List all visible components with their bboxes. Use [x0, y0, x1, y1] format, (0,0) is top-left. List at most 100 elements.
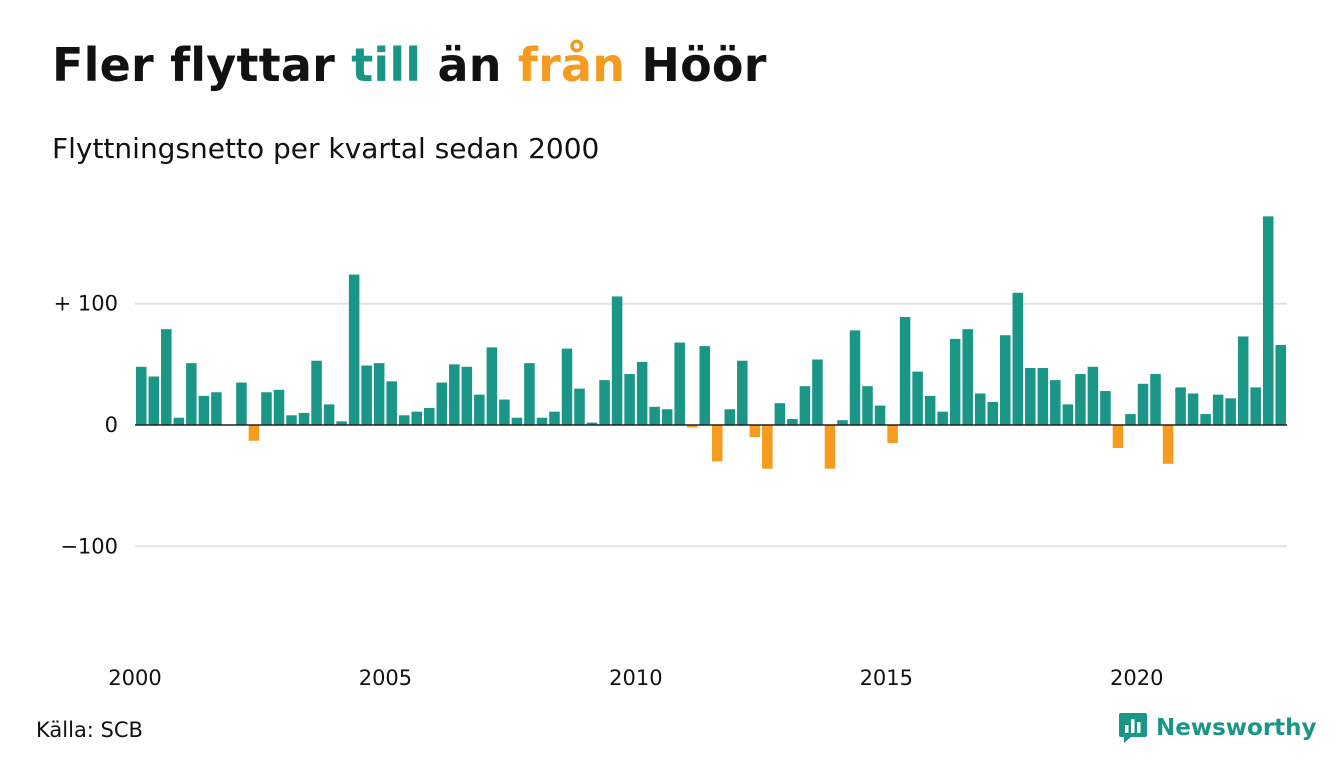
- bar: [161, 329, 172, 425]
- bar: [311, 360, 322, 425]
- bar: [699, 346, 710, 425]
- title-part-3: Höör: [625, 38, 767, 92]
- bar: [949, 338, 961, 425]
- bar: [261, 392, 272, 425]
- bar: [449, 364, 460, 425]
- x-axis-labels: 2000 2005 2010 2015 2020: [108, 666, 1163, 690]
- bar: [424, 408, 435, 425]
- bar: [273, 389, 285, 425]
- bar: [912, 371, 923, 425]
- bar: [1037, 367, 1049, 425]
- bar: [474, 394, 485, 426]
- y-tick-label: 0: [105, 413, 118, 437]
- bar: [624, 374, 635, 425]
- bar: [749, 425, 761, 438]
- y-tick-label: + 100: [54, 292, 118, 316]
- bar: [486, 347, 498, 425]
- title-part-2: än: [421, 38, 518, 92]
- bar: [762, 425, 773, 469]
- bar: [336, 421, 347, 425]
- bar: [511, 417, 523, 425]
- bar: [611, 296, 623, 425]
- bar: [348, 274, 360, 425]
- chart-title: Fler flyttar till än från Höör: [52, 38, 767, 92]
- bar: [561, 348, 573, 425]
- bar: [1075, 374, 1086, 425]
- bar: [1187, 393, 1199, 425]
- bar: [1000, 335, 1011, 425]
- bar: [1262, 216, 1274, 425]
- bar: [1212, 394, 1224, 426]
- bar: [323, 404, 335, 425]
- bar: [1250, 387, 1261, 425]
- bar: [549, 411, 560, 425]
- y-tick-label: −100: [60, 534, 118, 558]
- bar: [974, 393, 986, 425]
- bar: [499, 399, 510, 425]
- bar: [787, 418, 798, 426]
- bar: [849, 330, 861, 425]
- source-note: Källa: SCB: [36, 718, 143, 742]
- bar: [924, 395, 936, 425]
- bar: [599, 380, 610, 425]
- x-tick-label: 2005: [359, 666, 412, 690]
- bar: [1112, 425, 1124, 449]
- bar: [574, 388, 585, 425]
- bar: [411, 411, 422, 425]
- bar: [1225, 398, 1236, 425]
- bar: [298, 412, 310, 425]
- bar: [1175, 387, 1186, 425]
- title-highlight-fran: från: [517, 38, 626, 92]
- bar: [899, 317, 911, 425]
- bar: [649, 406, 660, 426]
- bar: [799, 386, 811, 425]
- bar: [1125, 414, 1136, 425]
- bars-layer: [136, 216, 1286, 469]
- bar: [1100, 391, 1111, 425]
- bar: [887, 425, 898, 444]
- bar: [636, 361, 648, 425]
- bar: [1050, 380, 1061, 425]
- y-axis-labels: + 100 0 −100: [54, 292, 118, 559]
- bar: [1012, 292, 1024, 425]
- bar: [1062, 404, 1074, 425]
- x-tick-label: 2010: [609, 666, 662, 690]
- bar: [373, 363, 385, 425]
- bar: [1275, 344, 1286, 425]
- bar: [461, 366, 473, 425]
- bar: [1137, 383, 1149, 425]
- title-highlight-till: till: [351, 38, 422, 92]
- brand-name: Newsworthy: [1156, 715, 1317, 741]
- bar: [987, 401, 998, 425]
- newsworthy-logo[interactable]: Newsworthy: [1118, 712, 1317, 744]
- bar: [1150, 374, 1161, 425]
- bar: [524, 363, 535, 425]
- bar: [962, 329, 973, 425]
- bar: [286, 415, 297, 425]
- title-part-1: Fler flyttar: [52, 38, 352, 92]
- bar: [1087, 366, 1099, 425]
- bar: [198, 395, 210, 425]
- bar-chart: + 100 0 −100 2000 2005 2010 2015 2020: [54, 216, 1287, 690]
- bar: [1237, 336, 1249, 425]
- grid-layer: [135, 302, 1287, 548]
- bar: [436, 382, 448, 426]
- bar: [211, 392, 222, 425]
- bar: [173, 417, 185, 425]
- bar: [148, 376, 160, 425]
- bar: [812, 359, 823, 425]
- bar: [661, 409, 673, 425]
- x-tick-label: 2000: [108, 666, 161, 690]
- bar: [1162, 425, 1174, 464]
- bar: [674, 342, 685, 425]
- bar: [361, 365, 372, 425]
- bar: [386, 381, 397, 425]
- bar: [236, 382, 247, 426]
- bar: [586, 422, 598, 425]
- bar: [712, 425, 723, 462]
- bar: [837, 420, 848, 425]
- bar: [686, 425, 698, 428]
- bar: [737, 360, 748, 425]
- bar: [186, 363, 197, 425]
- bar: [398, 415, 410, 425]
